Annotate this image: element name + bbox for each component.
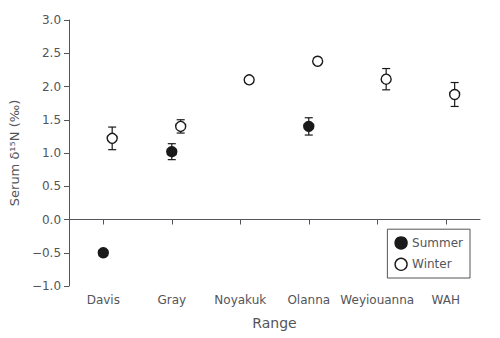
svg-text:Noyakuk: Noyakuk — [214, 293, 266, 307]
svg-text:WAH: WAH — [432, 293, 460, 307]
svg-text:3.0: 3.0 — [42, 13, 61, 27]
svg-text:Winter: Winter — [412, 257, 452, 271]
svg-text:1.5: 1.5 — [42, 113, 61, 127]
svg-text:2.5: 2.5 — [42, 46, 61, 60]
svg-text:−1.0: −1.0 — [32, 279, 61, 293]
svg-text:Weyiouanna: Weyiouanna — [340, 293, 414, 307]
svg-text:0.0: 0.0 — [42, 213, 61, 227]
svg-text:0.5: 0.5 — [42, 179, 61, 193]
svg-text:Range: Range — [252, 315, 296, 331]
svg-text:1.0: 1.0 — [42, 146, 61, 160]
svg-text:Olanna: Olanna — [287, 293, 330, 307]
svg-text:Summer: Summer — [412, 236, 463, 250]
svg-text:2.0: 2.0 — [42, 80, 61, 94]
svg-text:Serum δ¹⁵N (‰): Serum δ¹⁵N (‰) — [7, 100, 22, 206]
svg-text:−0.5: −0.5 — [32, 246, 61, 260]
svg-text:Davis: Davis — [87, 293, 120, 307]
svg-text:Gray: Gray — [157, 293, 186, 307]
